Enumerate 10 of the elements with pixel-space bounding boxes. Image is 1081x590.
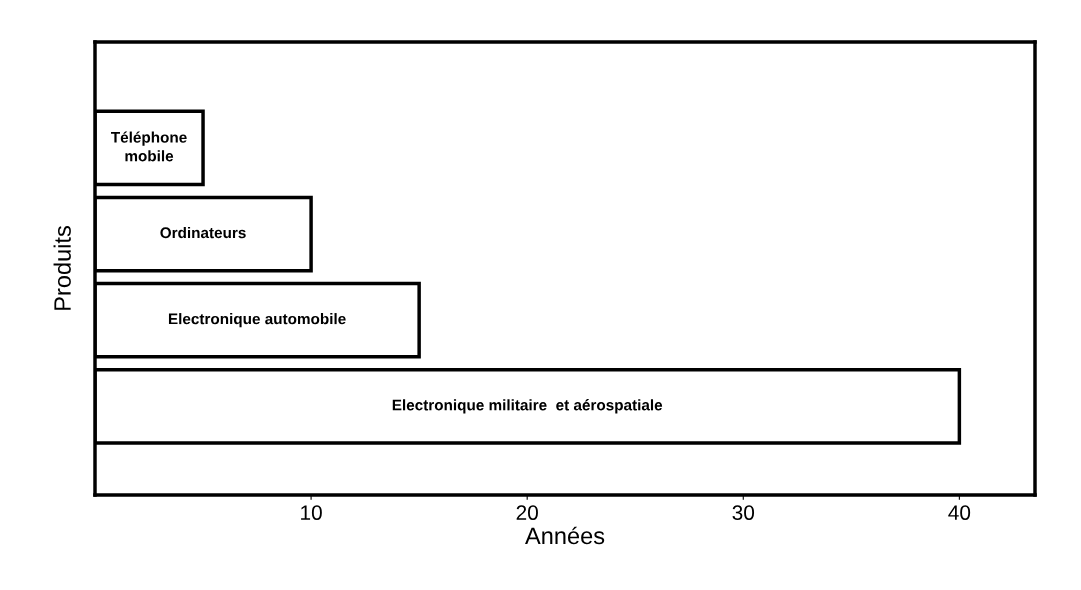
y-tick-label: Electronique automobile <box>168 313 346 328</box>
x-tick-label: 30 <box>732 505 755 521</box>
x-tick-label: 20 <box>516 505 538 521</box>
y-tick-label: Ordinateurs <box>160 226 246 239</box>
x-axis-title: Années <box>525 526 605 545</box>
x-tick-label: 40 <box>948 505 971 521</box>
y-axis-title: Produits <box>53 226 71 310</box>
x-tick-label: 10 <box>301 505 322 521</box>
y-tick-label: Electronique militaire et aérospatiale <box>392 399 663 414</box>
y-tick-label: Téléphone mobile <box>111 131 187 162</box>
